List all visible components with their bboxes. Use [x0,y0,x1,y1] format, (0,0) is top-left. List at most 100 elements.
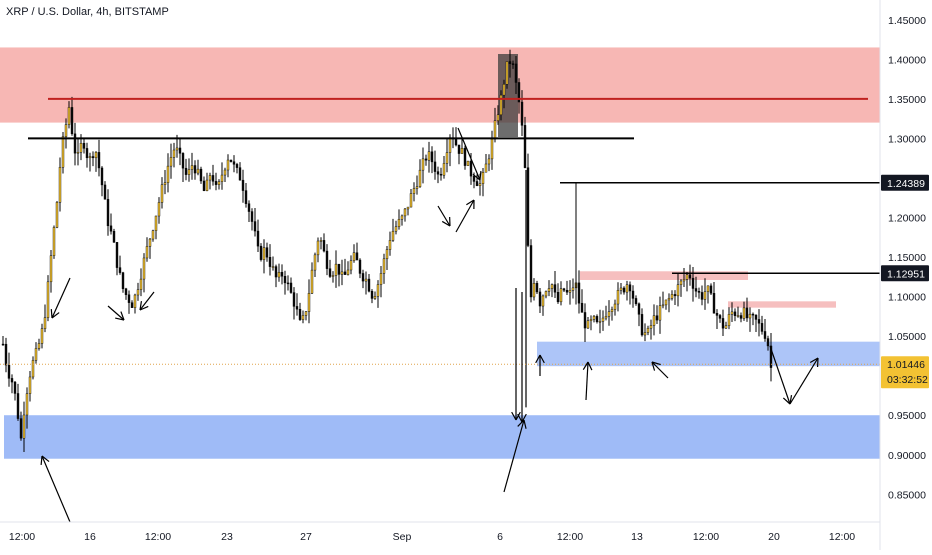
time-tick: 27 [300,531,312,543]
candle-body [26,394,28,415]
candle-body [560,289,562,302]
candle-body [482,172,484,183]
candle-body [587,321,589,328]
candle-body [143,258,145,279]
candle-body [527,168,529,246]
candle-body [68,107,70,124]
candle-body [65,125,67,137]
candle-body [605,316,607,318]
candle-body [743,308,745,319]
candle-body [599,321,601,322]
candle-body [35,348,37,360]
candle-body [647,328,649,332]
candle-body [86,148,88,157]
candle-body [524,125,526,167]
candle-body [341,272,343,275]
candle-body [185,168,187,174]
time-tick: 12:00 [9,531,35,543]
candle-body [515,64,517,83]
candle-body [449,138,451,153]
candle-body [317,241,319,255]
price-label: 1.24389 [887,178,925,190]
candle-body [386,250,388,259]
candle-body [140,279,142,290]
candle-body [89,156,91,157]
candle-body [614,304,616,309]
candle-body [221,175,223,182]
candle-body [563,289,565,290]
candle-body [98,152,100,168]
candle-body [650,325,652,328]
candle-body [137,290,139,295]
price-tick: 0.85000 [888,489,926,501]
candle-body [467,161,469,165]
candle-body [122,273,124,289]
candle-body [2,344,4,345]
candle-body [299,309,301,319]
candle-body [422,159,424,170]
candle-body [23,415,25,438]
candle-body [638,304,640,315]
candle-body [329,269,331,277]
price-axis[interactable]: 1.450001.400001.350001.300001.250001.200… [881,15,929,502]
candle-body [533,283,535,297]
candle-body [347,270,349,275]
candle-body [602,318,604,321]
candle-body [470,161,472,176]
candle-body [170,157,172,166]
candle-body [755,315,757,319]
candle-body [17,393,19,418]
candle-body [245,191,247,204]
candle-body [551,285,553,289]
candle-body [239,168,241,181]
candle-body [5,344,7,365]
candle-body [323,240,325,251]
candle-body [752,314,754,315]
candle-body [716,313,718,315]
time-tick: 16 [84,531,96,543]
candle-body [674,294,676,295]
candle-body [548,289,550,292]
candle-body [644,332,646,335]
candle-body [419,170,421,187]
candle-body [728,314,730,325]
candle-body [188,170,190,175]
candle-body [455,139,457,145]
candle-body [497,115,499,121]
candle-body [686,275,688,280]
candle-body [8,365,10,378]
candle-body [368,279,370,291]
candle-body [161,185,163,203]
candle-body [611,309,613,311]
candle-body [11,378,13,382]
arrow-head [51,309,52,318]
candle-body [653,316,655,326]
time-tick: 20 [768,531,780,543]
time-tick: 13 [631,531,643,543]
candle-body [536,283,538,292]
candle-body [629,285,631,291]
candle-body [128,295,130,303]
candle-body [512,64,514,65]
candle-body [179,148,181,153]
candle-body [656,316,658,320]
candle-body [719,315,721,318]
candle-body [464,148,466,165]
candle-body [257,231,259,246]
candle-body [158,202,160,216]
candle-body [350,261,352,270]
candle-body [710,286,712,293]
time-tick: 6 [497,531,503,543]
candle-body [272,267,274,268]
candle-body [197,169,199,173]
candle-body [374,296,376,298]
candle-body [440,174,442,175]
bar-countdown: 03:32:52 [887,374,928,386]
price-tick: 0.90000 [888,450,926,462]
candle-body [443,163,445,175]
candle-body [56,202,58,227]
candle-body [233,162,235,165]
